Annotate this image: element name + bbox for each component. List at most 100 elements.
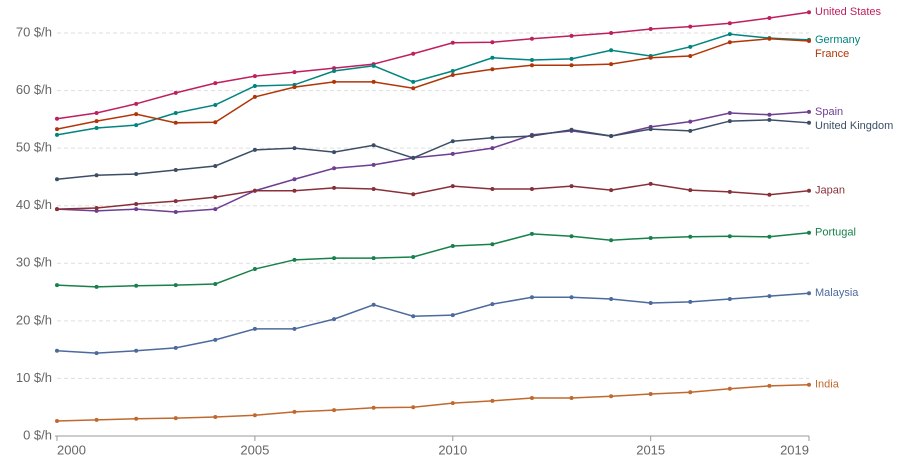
data-point <box>450 73 455 78</box>
data-point <box>134 101 139 106</box>
data-point <box>609 296 614 301</box>
data-point <box>529 36 534 41</box>
series-label: United Kingdom <box>815 120 893 132</box>
series-label: Spain <box>815 106 843 118</box>
y-tick-label: 50 $/h <box>16 140 52 155</box>
data-point <box>252 326 257 331</box>
data-point <box>688 44 693 49</box>
data-point <box>411 51 416 56</box>
series-label: Portugal <box>815 227 856 239</box>
data-point <box>55 132 59 137</box>
data-point <box>569 127 574 132</box>
series-line <box>56 111 810 213</box>
data-point <box>648 301 653 306</box>
data-point <box>450 40 455 45</box>
data-point <box>450 244 455 249</box>
data-point <box>134 283 139 288</box>
data-point <box>55 207 59 212</box>
data-point <box>727 40 732 45</box>
data-point <box>529 231 534 236</box>
data-point <box>94 208 99 213</box>
data-point <box>450 313 455 318</box>
data-point <box>609 134 614 139</box>
data-point <box>688 390 693 395</box>
data-point <box>727 119 732 124</box>
data-point <box>767 36 772 41</box>
data-point <box>688 128 693 133</box>
data-point <box>173 90 178 95</box>
data-point <box>213 337 218 342</box>
data-point <box>807 120 811 125</box>
data-point <box>173 199 178 204</box>
data-point <box>332 66 337 71</box>
data-point <box>648 55 653 60</box>
data-point <box>648 127 653 132</box>
data-point <box>411 86 416 91</box>
data-point <box>569 184 574 189</box>
data-point <box>292 257 297 262</box>
y-tick-label: 60 $/h <box>16 82 52 97</box>
data-point <box>727 234 732 239</box>
data-point <box>688 119 693 124</box>
data-point <box>609 394 614 399</box>
data-point <box>727 111 732 116</box>
data-point <box>490 146 495 151</box>
series-label: United States <box>815 6 882 18</box>
data-point <box>94 206 99 211</box>
data-point <box>332 150 337 155</box>
data-point <box>134 348 139 353</box>
series-line <box>56 384 810 422</box>
data-point <box>767 16 772 21</box>
data-point <box>173 120 178 125</box>
data-point <box>55 127 59 132</box>
data-point <box>213 120 218 125</box>
data-point <box>807 230 811 235</box>
data-point <box>529 187 534 192</box>
data-point <box>767 192 772 197</box>
data-point <box>332 256 337 261</box>
data-point <box>767 112 772 117</box>
data-point <box>371 162 376 167</box>
data-point <box>94 119 99 124</box>
data-point <box>450 151 455 156</box>
data-point <box>332 317 337 322</box>
data-point <box>411 192 416 197</box>
data-point <box>292 326 297 331</box>
data-point <box>807 382 811 387</box>
data-point <box>134 112 139 117</box>
data-point <box>609 188 614 193</box>
data-point <box>94 284 99 289</box>
data-point <box>767 294 772 299</box>
data-point <box>213 195 218 200</box>
data-point <box>134 201 139 206</box>
series-line <box>56 292 810 354</box>
data-point <box>55 283 59 288</box>
data-point <box>767 383 772 388</box>
data-point <box>252 147 257 152</box>
data-point <box>292 70 297 75</box>
data-point <box>490 398 495 403</box>
data-point <box>94 125 99 130</box>
data-point <box>688 54 693 59</box>
data-point <box>292 85 297 90</box>
data-point <box>332 408 337 413</box>
x-tick-label: 2015 <box>636 442 665 457</box>
data-point <box>173 111 178 116</box>
data-point <box>609 238 614 243</box>
data-point <box>529 63 534 68</box>
data-point <box>173 283 178 288</box>
data-point <box>252 267 257 272</box>
data-point <box>55 348 59 353</box>
data-point <box>94 111 99 116</box>
data-point <box>55 419 59 424</box>
y-tick-label: 10 $/h <box>16 370 52 385</box>
data-point <box>807 109 811 114</box>
data-point <box>727 386 732 391</box>
data-point <box>371 63 376 68</box>
data-point <box>727 189 732 194</box>
data-point <box>371 405 376 410</box>
data-point <box>213 415 218 420</box>
data-point <box>213 102 218 107</box>
series-line <box>56 38 810 130</box>
data-point <box>569 234 574 239</box>
